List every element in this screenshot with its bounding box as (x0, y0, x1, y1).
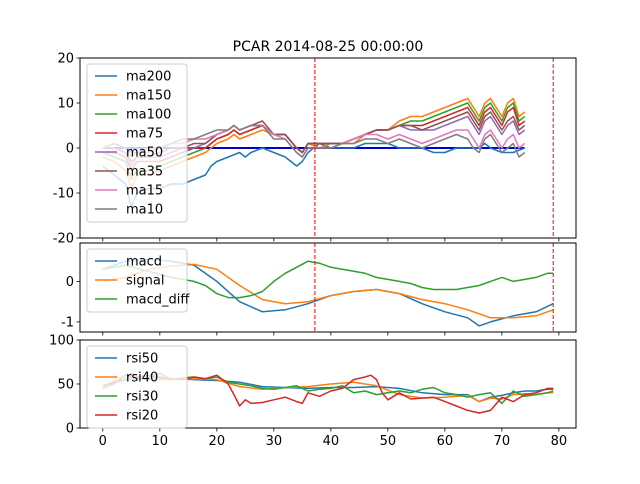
y-tick-label: 50 (57, 378, 74, 393)
panel-rsi: 0 50 100 0 10 20 30 40 50 60 70 80 rsi50 rsi40 rsi30 rs… (49, 334, 577, 449)
x-tick-label: 0 (99, 434, 107, 449)
y-tick-label: 20 (57, 52, 74, 67)
x-tick-label: 50 (380, 434, 397, 449)
legend-label: rsi20 (126, 409, 158, 424)
chart-title: PCAR 2014-08-25 00:00:00 (233, 39, 424, 55)
legend-box (86, 345, 188, 429)
series-line-rsi40 (102, 374, 554, 403)
panel-macd: -1 0 macd signal macd_diff (61, 242, 577, 336)
x-tick-label: 20 (209, 434, 226, 449)
x-tick-label: 60 (437, 434, 454, 449)
x-tick-label: 30 (266, 434, 283, 449)
legend-label: macd (126, 255, 162, 270)
y-tick-label: -1 (61, 315, 74, 330)
y-tick-label: 0 (66, 422, 74, 437)
legend-label: ma75 (126, 127, 163, 142)
x-tick-label: 40 (323, 434, 340, 449)
legend-label: ma15 (126, 184, 163, 199)
series-line-macd_diff (102, 260, 554, 299)
legend-label: ma10 (126, 203, 163, 218)
x-tick-label: 10 (152, 434, 169, 449)
y-tick-label: 0 (66, 142, 74, 157)
legend-label: macd_diff (126, 293, 190, 308)
legend-label: ma35 (126, 165, 163, 180)
y-tick-label: 10 (57, 97, 74, 112)
legend-box (86, 248, 188, 313)
legend-label: rsi30 (126, 390, 158, 405)
panels: -20-1001020ma200ma150ma100ma75ma50ma35ma… (49, 52, 577, 449)
legend-label: signal (126, 274, 164, 289)
legend-label: rsi50 (126, 352, 158, 367)
legend-label: ma100 (126, 108, 171, 123)
panel-moving-averages: -20 -10 0 10 20 ma200 ma150 ma100 ma75 ma50 ma35 ma… (53, 52, 577, 247)
legend-label: rsi40 (126, 371, 158, 386)
x-tick-label: 80 (551, 434, 568, 449)
axes-frame (79, 242, 577, 333)
y-tick-label: -10 (53, 187, 74, 202)
x-tick-label: 70 (494, 434, 511, 449)
y-tick-label: 100 (49, 334, 74, 349)
legend-label: ma150 (126, 89, 171, 104)
y-tick-label: -20 (53, 232, 74, 247)
y-tick-label: 0 (66, 275, 74, 290)
legend-box (86, 63, 188, 223)
legend-label: ma50 (126, 146, 163, 161)
legend-label: ma200 (126, 70, 171, 85)
